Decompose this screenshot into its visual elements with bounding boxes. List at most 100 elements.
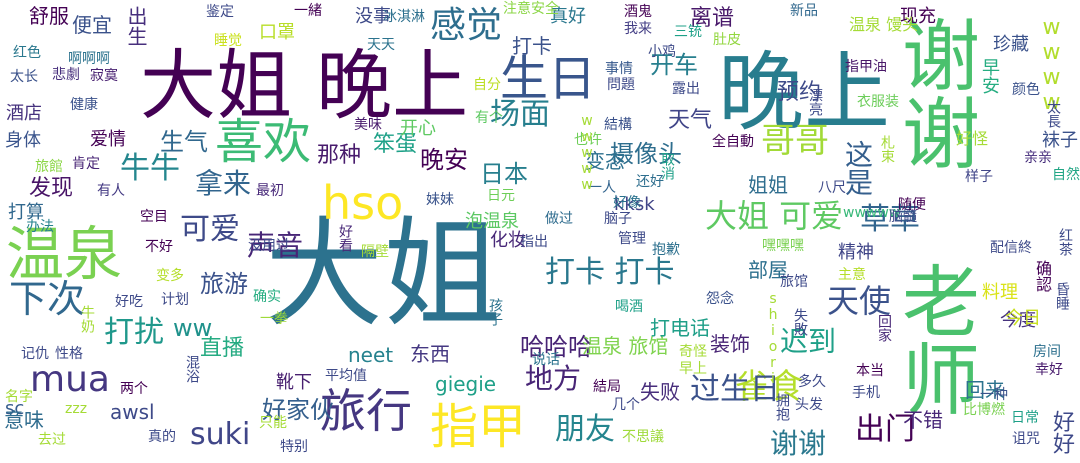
cloud-word: 部屋 [748,258,788,282]
cloud-word: 早上 [679,361,707,377]
cloud-word: 好像 [613,195,641,211]
cloud-word: 出生 [124,6,148,46]
cloud-word: 几个 [612,397,640,413]
cloud-word: suki [190,417,251,452]
cloud-word: 打电话 [650,316,710,340]
cloud-word: 一人 [588,180,616,196]
cloud-word: 悲劇 [52,67,80,83]
cloud-word: 指甲 [430,399,527,455]
cloud-word: 隔壁 [361,244,389,260]
cloud-word: 我来 [624,21,652,37]
cloud-word: 鉴定 [206,4,234,20]
cloud-word: sc [5,398,25,419]
cloud-word: 随便 [898,197,926,213]
cloud-word: 没用过 [248,238,290,254]
cloud-word: 寂寞 [90,68,118,84]
cloud-word: 指甲油 [845,59,887,75]
cloud-word: 打算 [8,202,44,223]
cloud-word: 朋友 [555,412,615,447]
cloud-word: 旅馆 [780,274,808,290]
cloud-word: 性格 [55,346,83,362]
cloud-word: 去过 [38,432,66,448]
cloud-word: 地方 [525,362,582,395]
cloud-word: 孩子 [487,298,503,326]
cloud-word: 这是 [841,140,874,196]
cloud-word: 感觉 [430,5,503,46]
cloud-word: 迟到 [780,325,837,358]
cloud-word: 还好 [636,174,664,190]
cloud-word: 谢谢 老师 [889,15,979,417]
cloud-word: 真的 [148,429,176,445]
cloud-word: 哈哈哈 [520,333,592,361]
cloud-word: 说话 [532,352,560,368]
cloud-word: 酒鬼 [624,4,652,20]
cloud-word: 颜色 [1012,82,1040,98]
cloud-word: 红茶 [1057,228,1073,256]
cloud-word: 結局 [593,379,621,395]
cloud-word: 本当 [856,363,884,379]
cloud-word: 有人 [97,183,125,199]
cloud-word: 牛牛 [120,151,180,186]
cloud-word: 靴下 [276,372,312,393]
cloud-word: 露出 [672,81,700,97]
cloud-word: 酒店 [6,103,42,124]
cloud-word: 不错 [903,408,943,432]
cloud-word: 小鸡 [648,44,676,60]
cloud-word: 今日 [1005,308,1041,329]
cloud-word: 脑子 [604,211,632,227]
cloud-word: 天天 [367,37,395,53]
cloud-word: wwwww [579,113,595,193]
cloud-word: 好怪 [956,129,989,148]
cloud-word: 回家 [876,314,892,342]
cloud-word: 红色 [13,45,41,61]
cloud-word: 珍藏 [993,34,1029,55]
cloud-word: 睡觉 [214,33,242,49]
cloud-word: 新品 [790,3,818,19]
cloud-word: 打扰 [104,315,164,350]
cloud-word: kksk [614,194,655,215]
cloud-word: 房间 [1033,344,1061,360]
cloud-word: 晚安 [420,146,468,174]
cloud-word: 妹妹 [426,192,454,208]
cloud-word: 泡温泉 [465,211,519,232]
cloud-word: 喝酒 [615,299,643,315]
cloud-word: 姐姐 [748,173,788,197]
cloud-word: 幸好 [1035,362,1063,378]
cloud-word: 身体 [5,130,41,151]
cloud-word: 计划 [161,292,189,308]
cloud-word: 办法 [26,219,54,235]
cloud-word: 問題 [607,77,635,93]
cloud-word: 打卡 打卡 [545,255,675,290]
cloud-word: 好吃 [115,294,143,310]
cloud-word: 爱情 [90,129,126,150]
cloud-word: 自分 [473,77,501,93]
cloud-word: 旅館 [35,159,63,175]
cloud-word: 那种 [317,143,362,168]
cloud-word: 场面 [490,97,550,132]
cloud-word: 怨念 [706,291,734,307]
cloud-word: 打卡 [512,34,552,58]
cloud-word: 一緒 [294,3,322,19]
cloud-word: 手机 [852,385,880,401]
cloud-word: mua [30,359,110,400]
cloud-word: 早安 [979,58,1000,94]
cloud-word: 草草 [860,202,920,237]
cloud-word: 日元 [487,188,515,204]
cloud-word: 配信終 [990,240,1032,256]
cloud-word: 三铳 [674,24,702,40]
cloud-word: 样子 [965,169,993,185]
cloud-word: 精神 [838,242,874,263]
cloud-word: 事情 [605,61,633,77]
cloud-word: 注意安全 [503,1,559,17]
cloud-word: 开心 [400,118,436,139]
cloud-word: 札束 [879,135,895,163]
cloud-word: 诅咒 [1012,431,1040,447]
cloud-word: 料理 [982,282,1018,303]
cloud-word: 空目 [140,209,168,225]
cloud-word: 变态 [585,149,625,173]
cloud-word: 出门 [855,412,915,447]
cloud-word: 头发 [795,397,823,413]
cloud-word: 口罩 [259,22,295,43]
cloud-word: 一种 [980,387,1008,403]
cloud-word: 变多 [156,268,184,284]
